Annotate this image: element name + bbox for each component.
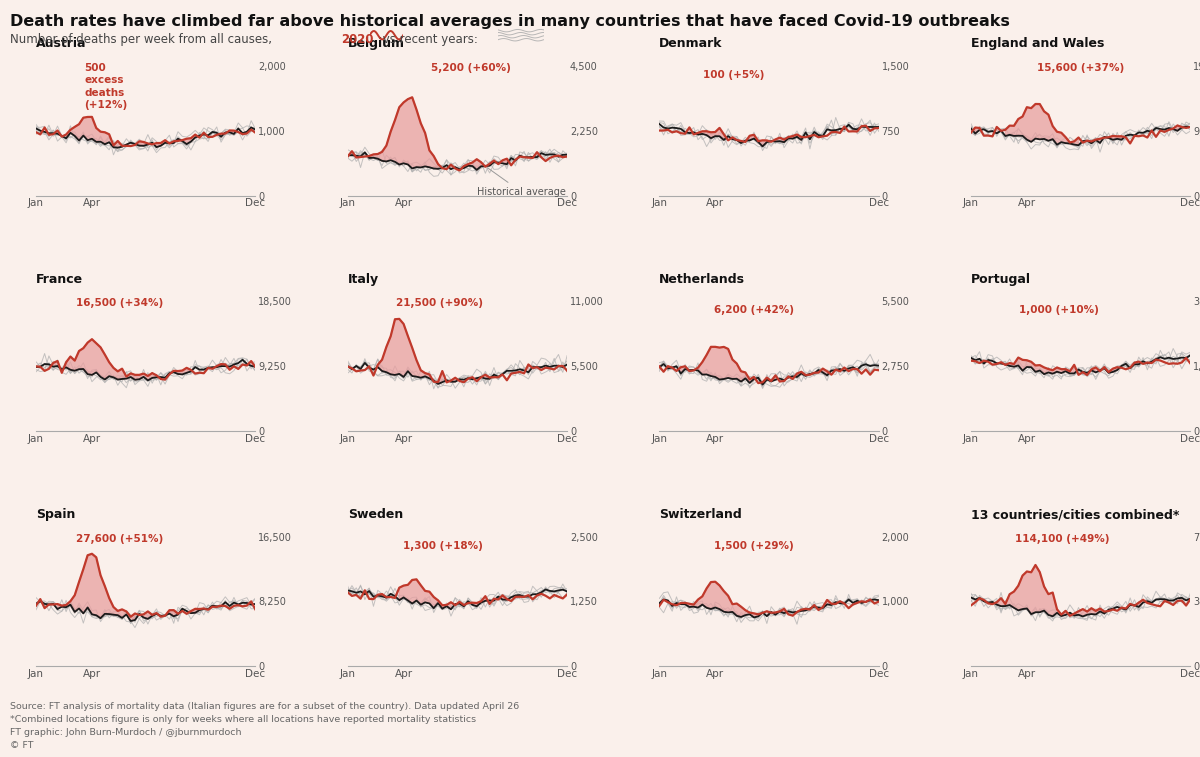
Text: Italy: Italy xyxy=(348,273,379,285)
Text: 1,300 (+18%): 1,300 (+18%) xyxy=(402,540,482,550)
Text: Switzerland: Switzerland xyxy=(659,508,742,521)
Text: Denmark: Denmark xyxy=(659,37,722,51)
Text: 500
excess
deaths
(+12%): 500 excess deaths (+12%) xyxy=(84,63,127,111)
Text: Spain: Spain xyxy=(36,508,76,521)
Text: 21,500 (+90%): 21,500 (+90%) xyxy=(396,298,482,308)
Text: Historical average: Historical average xyxy=(476,168,565,197)
Text: Austria: Austria xyxy=(36,37,86,51)
Text: 2020: 2020 xyxy=(341,33,373,46)
Text: 1,500 (+29%): 1,500 (+29%) xyxy=(714,540,794,550)
Text: 6,200 (+42%): 6,200 (+42%) xyxy=(714,305,794,316)
Text: England and Wales: England and Wales xyxy=(971,37,1104,51)
Text: 114,100 (+49%): 114,100 (+49%) xyxy=(1015,534,1109,544)
Text: France: France xyxy=(36,273,83,285)
Text: Netherlands: Netherlands xyxy=(659,273,745,285)
Text: vs recent years:: vs recent years: xyxy=(379,33,478,46)
Text: Portugal: Portugal xyxy=(971,273,1031,285)
Text: Death rates have climbed far above historical averages in many countries that ha: Death rates have climbed far above histo… xyxy=(10,14,1009,29)
Text: 16,500 (+34%): 16,500 (+34%) xyxy=(76,298,163,308)
Text: 27,600 (+51%): 27,600 (+51%) xyxy=(76,534,163,544)
Text: Source: FT analysis of mortality data (Italian figures are for a subset of the c: Source: FT analysis of mortality data (I… xyxy=(10,702,518,750)
Text: 15,600 (+37%): 15,600 (+37%) xyxy=(1037,63,1124,73)
Text: 1,000 (+10%): 1,000 (+10%) xyxy=(1019,305,1099,316)
Text: Number of deaths per week from all causes,: Number of deaths per week from all cause… xyxy=(10,33,275,46)
Text: Belgium: Belgium xyxy=(348,37,404,51)
Text: 13 countries/cities combined*: 13 countries/cities combined* xyxy=(971,508,1180,521)
Text: 100 (+5%): 100 (+5%) xyxy=(703,70,764,80)
Text: Sweden: Sweden xyxy=(348,508,403,521)
Text: 5,200 (+60%): 5,200 (+60%) xyxy=(431,63,511,73)
